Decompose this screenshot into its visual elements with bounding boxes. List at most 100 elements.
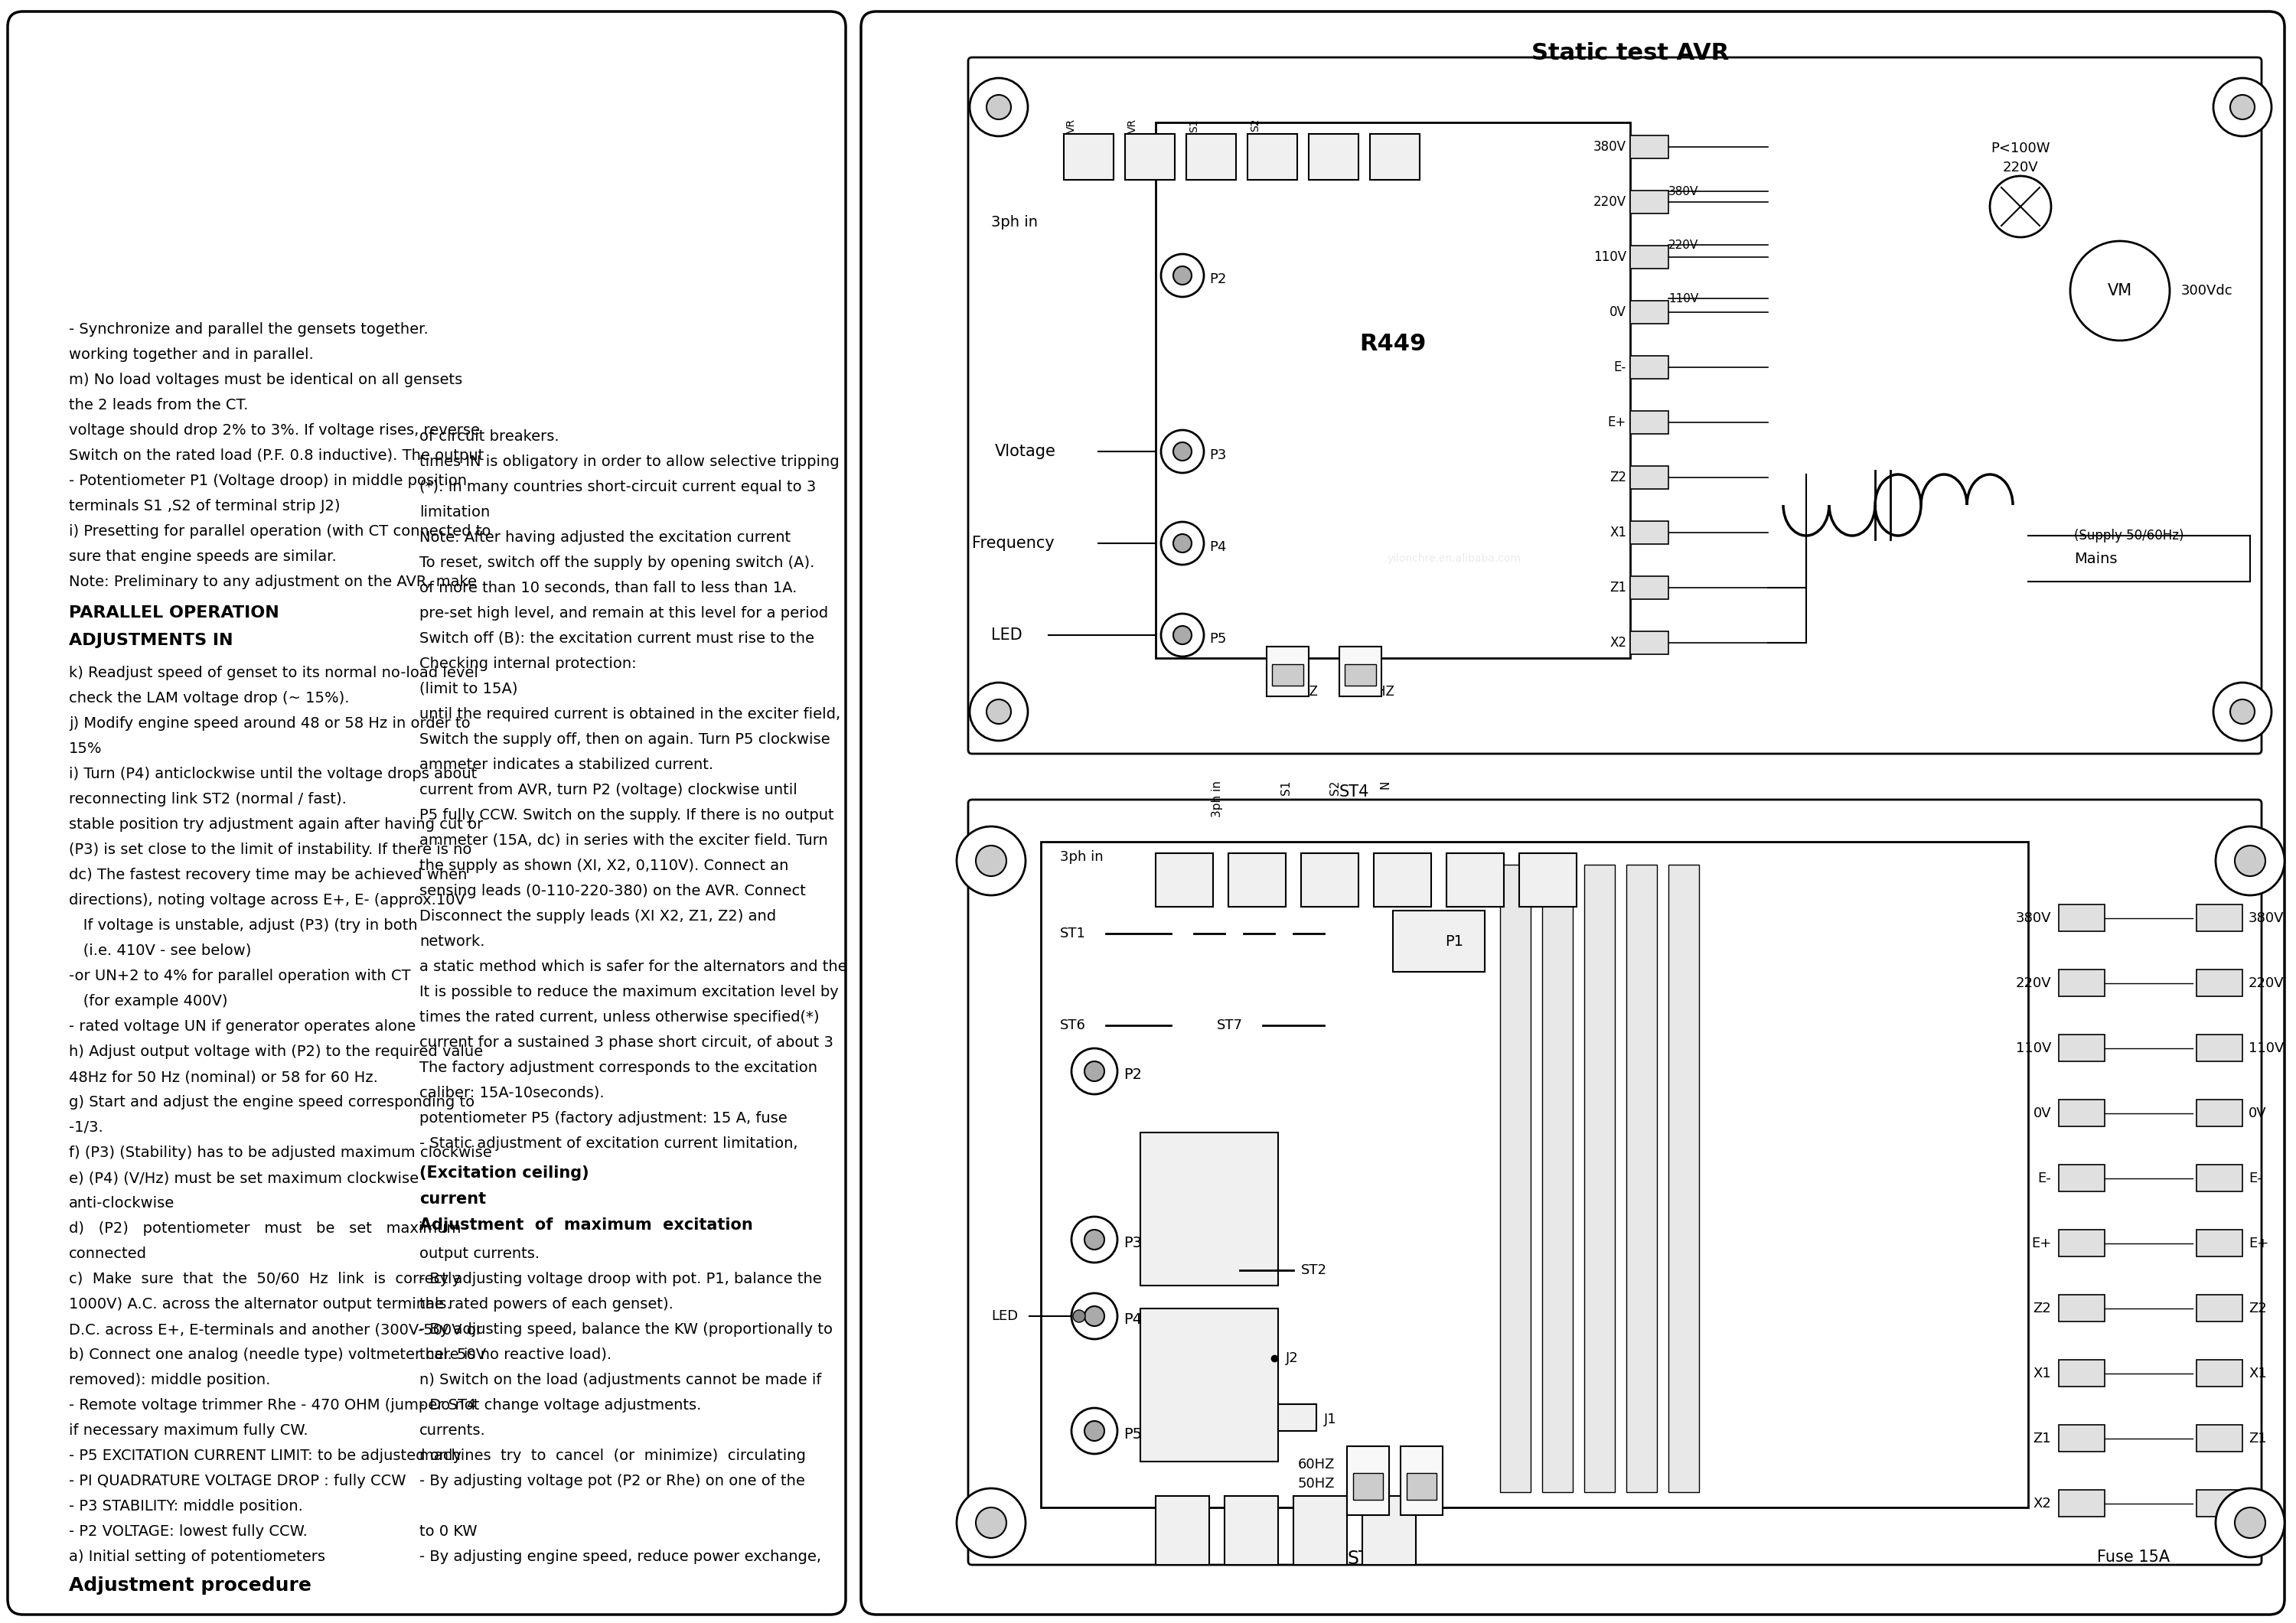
- Bar: [1293, 1496, 1348, 1565]
- Bar: [1063, 135, 1114, 180]
- Bar: [2060, 1360, 2105, 1386]
- Text: Note: After having adjusted the excitation current: Note: After having adjusted the excitati…: [420, 531, 790, 545]
- Circle shape: [1084, 1422, 1104, 1441]
- Text: J1: J1: [1325, 1412, 1336, 1427]
- Text: S2: S2: [1249, 118, 1261, 131]
- Text: terminals S1 ,S2 of terminal strip J2): terminals S1 ,S2 of terminal strip J2): [69, 498, 340, 513]
- Text: 50HZ: 50HZ: [1283, 685, 1318, 698]
- Text: n) Switch on the load (adjustments cannot be made if: n) Switch on the load (adjustments canno…: [420, 1373, 822, 1388]
- Text: X2: X2: [2248, 1496, 2266, 1511]
- Text: 60HZ: 60HZ: [1362, 685, 1394, 698]
- Bar: [1630, 190, 1669, 214]
- Bar: [2197, 1230, 2243, 1256]
- Circle shape: [1162, 430, 1203, 472]
- Text: pre-set high level, and remain at this level for a period: pre-set high level, and remain at this l…: [420, 605, 829, 620]
- Text: - P2 VOLTAGE: lowest fully CCW.: - P2 VOLTAGE: lowest fully CCW.: [69, 1524, 308, 1539]
- Text: d)   (P2)   potentiometer   must   be   set   maximum: d) (P2) potentiometer must be set maximu…: [69, 1220, 461, 1235]
- Text: Z1: Z1: [2248, 1431, 2266, 1446]
- Text: X1: X1: [2032, 1367, 2050, 1381]
- Bar: [1630, 245, 1669, 268]
- Text: there is no reactive load).: there is no reactive load).: [420, 1347, 611, 1362]
- Text: sure that engine speeds are similar.: sure that engine speeds are similar.: [69, 550, 338, 563]
- Text: PARALLEL OPERATION: PARALLEL OPERATION: [69, 605, 280, 620]
- Bar: [2197, 969, 2243, 997]
- Text: output currents.: output currents.: [420, 1246, 540, 1261]
- Bar: [2197, 1360, 2243, 1386]
- Text: the rated powers of each genset).: the rated powers of each genset).: [420, 1297, 673, 1311]
- Text: Adjustment procedure: Adjustment procedure: [69, 1576, 312, 1595]
- Text: - Static adjustment of excitation current limitation,: - Static adjustment of excitation curren…: [420, 1136, 799, 1151]
- Text: P4: P4: [1123, 1313, 1141, 1328]
- Text: until the required current is obtained in the exciter field,: until the required current is obtained i…: [420, 708, 840, 722]
- FancyBboxPatch shape: [7, 11, 845, 1615]
- Bar: [2197, 1100, 2243, 1126]
- Text: D.C. across E+, E-terminals and another (300V-500V or: D.C. across E+, E-terminals and another …: [69, 1323, 482, 1337]
- Text: the supply as shown (XI, X2, 0,110V). Connect an: the supply as shown (XI, X2, 0,110V). Co…: [420, 859, 788, 873]
- Text: Adjustment  of  maximum  excitation: Adjustment of maximum excitation: [420, 1217, 753, 1233]
- Bar: [1520, 854, 1577, 907]
- Text: 0V: 0V: [2248, 1107, 2266, 1120]
- Text: VM: VM: [2108, 282, 2133, 299]
- Text: If voltage is unstable, adjust (P3) (try in both: If voltage is unstable, adjust (P3) (try…: [69, 919, 418, 933]
- Text: VR: VR: [1127, 118, 1139, 133]
- Bar: [2060, 904, 2105, 932]
- Bar: [1141, 1308, 1279, 1462]
- Bar: [1155, 854, 1212, 907]
- Text: ADJUSTMENTS IN: ADJUSTMENTS IN: [69, 633, 234, 648]
- Text: LED: LED: [992, 1310, 1017, 1323]
- Bar: [1630, 300, 1669, 323]
- Text: P4: P4: [1210, 540, 1226, 553]
- Text: 380V: 380V: [1593, 140, 1626, 154]
- Text: limitation: limitation: [420, 505, 489, 519]
- Text: Frequency: Frequency: [971, 536, 1054, 550]
- Text: ST6: ST6: [1061, 1019, 1086, 1032]
- Circle shape: [2234, 1508, 2266, 1539]
- Text: c)  Make  sure  that  the  50/60  Hz  link  is  correctly: c) Make sure that the 50/60 Hz link is c…: [69, 1272, 461, 1287]
- Text: potentiometer P5 (factory adjustment: 15 A, fuse: potentiometer P5 (factory adjustment: 15…: [420, 1112, 788, 1126]
- Text: P5: P5: [1123, 1428, 1141, 1441]
- Text: To reset, switch off the supply by opening switch (A).: To reset, switch off the supply by openi…: [420, 555, 815, 570]
- Circle shape: [1162, 523, 1203, 565]
- Text: N: N: [1380, 781, 1391, 789]
- Bar: [1141, 1133, 1279, 1285]
- Text: 380V: 380V: [1669, 187, 1699, 198]
- Bar: [1630, 576, 1669, 599]
- Text: reconnecting link ST2 (normal / fast).: reconnecting link ST2 (normal / fast).: [69, 792, 347, 807]
- Text: Note: Preliminary to any adjustment on the AVR, make: Note: Preliminary to any adjustment on t…: [69, 575, 478, 589]
- Text: 220V: 220V: [2016, 977, 2050, 990]
- Bar: [2197, 1034, 2243, 1061]
- Bar: [2060, 1295, 2105, 1321]
- Text: - Synchronize and parallel the gensets together.: - Synchronize and parallel the gensets t…: [69, 321, 429, 336]
- Bar: [1187, 135, 1235, 180]
- Bar: [1630, 411, 1669, 433]
- Text: P3: P3: [1123, 1237, 1141, 1251]
- Text: X2: X2: [1609, 636, 1626, 649]
- Text: e) (P4) (V/Hz) must be set maximum clockwise: e) (P4) (V/Hz) must be set maximum clock…: [69, 1170, 418, 1185]
- Text: - rated voltage UN if generator operates alone: - rated voltage UN if generator operates…: [69, 1019, 416, 1034]
- Text: of circuit breakers.: of circuit breakers.: [420, 428, 560, 443]
- Text: (Supply 50/60Hz): (Supply 50/60Hz): [2073, 529, 2183, 542]
- Text: Static test AVR: Static test AVR: [1531, 42, 1729, 65]
- Text: of more than 10 seconds, than fall to less than 1A.: of more than 10 seconds, than fall to le…: [420, 581, 797, 596]
- Text: working together and in parallel.: working together and in parallel.: [69, 347, 315, 362]
- Text: Z1: Z1: [2032, 1431, 2050, 1446]
- Text: 300Vdc: 300Vdc: [2181, 284, 2234, 297]
- Text: - By adjusting engine speed, reduce power exchange,: - By adjusting engine speed, reduce powe…: [420, 1550, 822, 1565]
- Text: 15%: 15%: [69, 742, 101, 756]
- Text: 0V: 0V: [1609, 305, 1626, 320]
- Text: VR: VR: [1065, 118, 1077, 133]
- Bar: [1446, 854, 1504, 907]
- Text: E-: E-: [2037, 1172, 2050, 1185]
- Bar: [2197, 1165, 2243, 1191]
- Text: E+: E+: [2248, 1237, 2268, 1250]
- Text: directions), noting voltage across E+, E- (approx.10V: directions), noting voltage across E+, E…: [69, 893, 466, 907]
- Bar: [2197, 1425, 2243, 1451]
- Text: - Remote voltage trimmer Rhe - 470 OHM (jumper ST4: - Remote voltage trimmer Rhe - 470 OHM (…: [69, 1397, 475, 1412]
- Text: 1000V) A.C. across the alternator output terminals.: 1000V) A.C. across the alternator output…: [69, 1297, 452, 1311]
- Text: -or UN+2 to 4% for parallel operation with CT: -or UN+2 to 4% for parallel operation wi…: [69, 969, 411, 984]
- Text: The factory adjustment corresponds to the excitation: The factory adjustment corresponds to th…: [420, 1060, 817, 1074]
- Text: It is possible to reduce the maximum excitation level by: It is possible to reduce the maximum exc…: [420, 985, 838, 1000]
- Text: (Excitation ceiling): (Excitation ceiling): [420, 1165, 590, 1180]
- Bar: [1394, 911, 1486, 972]
- Bar: [1040, 842, 2027, 1508]
